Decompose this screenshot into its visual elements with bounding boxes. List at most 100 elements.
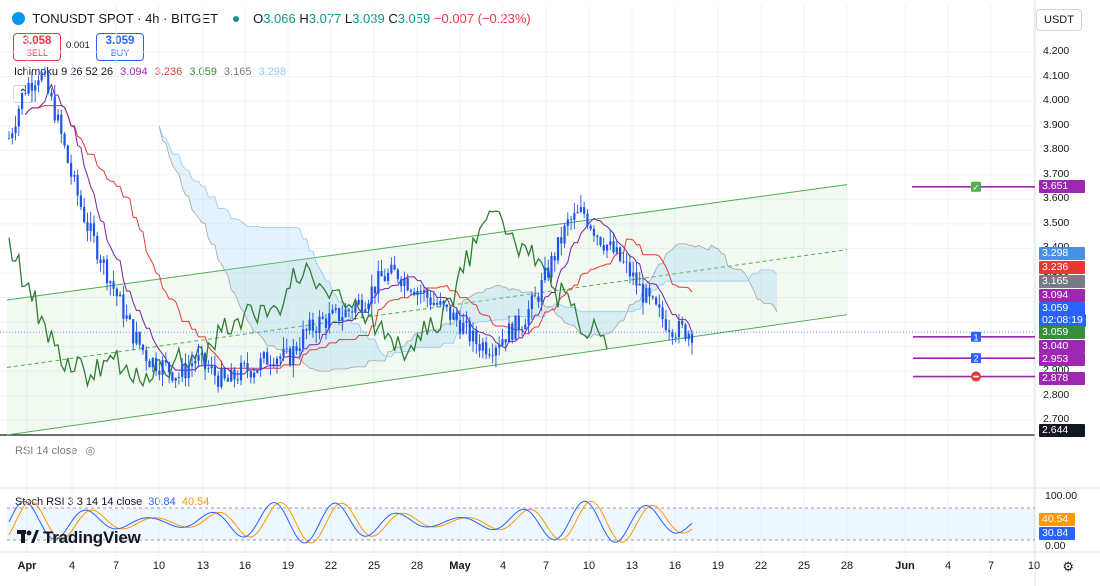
- candle-body: [311, 319, 315, 331]
- settings-gear-icon[interactable]: ⚙: [1062, 559, 1074, 574]
- close-key: C: [388, 11, 398, 26]
- stoch-rsi-plot: [7, 500, 1035, 544]
- candle-body: [285, 348, 288, 350]
- candle-body: [344, 309, 347, 318]
- span-b-line: [158, 125, 778, 357]
- candle-body: [17, 108, 20, 127]
- time-tick-label: 16: [238, 560, 252, 572]
- eye-hidden-icon[interactable]: ◎: [85, 445, 96, 457]
- high-value: 3.077: [308, 11, 342, 26]
- sell-label: SELL: [25, 48, 49, 58]
- spread-value: 0.001: [66, 40, 90, 51]
- candle-body: [409, 290, 413, 292]
- candle-body: [210, 366, 213, 368]
- candle-body: [619, 247, 622, 261]
- time-tick-label: 19: [281, 560, 295, 572]
- candle-body: [148, 360, 151, 368]
- candle-body: [259, 358, 262, 370]
- candle-body: [432, 302, 435, 305]
- time-tick-label: 13: [196, 560, 210, 572]
- candle-body: [262, 352, 265, 359]
- candle-body: [445, 304, 449, 307]
- candle-body: [560, 237, 563, 244]
- stoch-rsi-legend[interactable]: Stoch RSI 3 3 14 14 close 30.84 40.54: [15, 496, 209, 508]
- candle-body: [465, 321, 468, 323]
- time-tick-label: 10: [152, 560, 166, 572]
- price-tag: 3.094: [1039, 289, 1085, 302]
- price-tick-label: 3.800: [1043, 143, 1070, 156]
- stoch-d-line: [8, 500, 693, 544]
- candle-body: [481, 342, 484, 351]
- candle-body: [318, 316, 321, 333]
- stoch-k-line: [8, 500, 693, 544]
- candle-body: [321, 316, 324, 319]
- ichimoku-legend[interactable]: Ichimoku 9 26 52 26 3.094 3.236 3.059 3.…: [14, 66, 286, 78]
- candle-body: [220, 368, 223, 387]
- candle-body: [288, 348, 292, 366]
- price-tag: 3.165: [1039, 275, 1085, 288]
- candle-body: [190, 363, 194, 367]
- candle-body: [141, 344, 145, 351]
- tv-logo-text: TradingView: [43, 528, 141, 547]
- candle-body: [478, 344, 481, 351]
- order-lines: ✓ 1 2: [912, 181, 1035, 382]
- cloud-fill: [159, 125, 778, 372]
- candle-body: [579, 207, 582, 212]
- candle-body: [168, 362, 171, 373]
- candle-body: [586, 213, 589, 226]
- candle-body: [592, 228, 596, 236]
- candle-body: [164, 360, 167, 363]
- currency-selector[interactable]: USDT: [1036, 9, 1082, 31]
- candle-body: [393, 264, 396, 270]
- price-tick-label: 4.100: [1043, 69, 1070, 82]
- candle-body: [24, 93, 27, 94]
- candle-body: [638, 283, 641, 286]
- candle-body: [569, 219, 573, 221]
- candle-body: [40, 72, 43, 81]
- price-tag: 2.953: [1039, 353, 1085, 366]
- ichimoku-label: Ichimoku 9 26 52 26: [14, 66, 114, 78]
- candle-body: [452, 312, 455, 320]
- candle-body: [92, 223, 96, 236]
- candle-body: [56, 114, 60, 121]
- time-tick-label: 28: [410, 560, 424, 572]
- candle-body: [86, 221, 89, 231]
- candle-body: [406, 278, 409, 291]
- candle-body: [367, 303, 370, 310]
- candle-body: [292, 346, 295, 366]
- buy-button[interactable]: 3.059 BUY: [96, 33, 144, 61]
- candle-body: [298, 348, 301, 351]
- candle-body: [491, 355, 494, 357]
- candle-body: [413, 291, 416, 296]
- candle-body: [266, 352, 269, 365]
- candle-body: [236, 379, 239, 381]
- candle-body: [89, 223, 92, 231]
- candle-body: [690, 333, 694, 343]
- time-tick-label: May: [449, 560, 471, 572]
- candle-body: [181, 364, 184, 377]
- candle-body: [504, 339, 507, 343]
- candle-body: [671, 331, 674, 338]
- time-tick-label: 25: [797, 560, 811, 572]
- candle-body: [14, 126, 17, 134]
- check-marker-icon: [971, 181, 981, 192]
- time-tick-label: 22: [754, 560, 768, 572]
- candle-body: [337, 308, 341, 321]
- time-tick-label: Apr: [17, 560, 37, 572]
- candle-body: [249, 371, 252, 378]
- candle-body: [184, 364, 187, 379]
- sell-button[interactable]: 3.058 SELL: [13, 33, 61, 61]
- candle-body: [494, 347, 498, 356]
- stoch-k-value: 30.84: [148, 496, 176, 508]
- rsi-legend[interactable]: RSI 14 close ◎: [15, 444, 95, 457]
- candle-body: [115, 288, 118, 297]
- candle-body: [145, 350, 148, 361]
- candle-body: [661, 307, 664, 320]
- candle-body: [609, 241, 612, 245]
- candle-body: [252, 372, 256, 378]
- candle-body: [308, 319, 311, 331]
- candle-body: [334, 308, 337, 310]
- symbol-title[interactable]: TONUSDT SPOT · 4h · BITGET: [32, 11, 218, 26]
